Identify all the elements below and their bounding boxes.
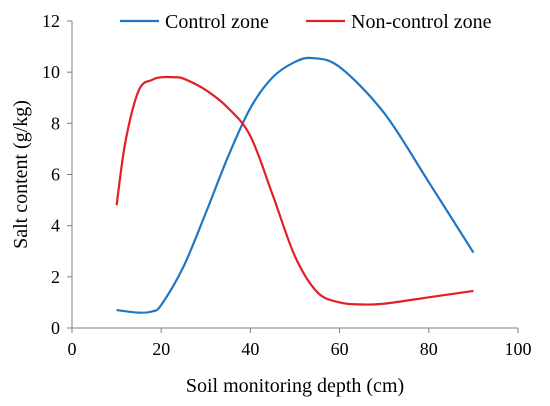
y-tick-label: 4 bbox=[51, 216, 60, 236]
y-tick-label: 2 bbox=[51, 267, 60, 287]
legend-label-non-control-zone: Non-control zone bbox=[351, 11, 492, 33]
x-tick-label: 80 bbox=[420, 339, 438, 359]
y-tick-label: 12 bbox=[42, 11, 60, 31]
y-tick-label: 10 bbox=[42, 62, 60, 82]
y-tick-label: 6 bbox=[51, 165, 60, 185]
y-tick-label: 0 bbox=[51, 318, 60, 338]
x-tick-label: 40 bbox=[241, 339, 259, 359]
legend: Control zone Non-control zone bbox=[120, 11, 492, 33]
y-axis-title: Salt content (g/kg) bbox=[10, 100, 32, 249]
axes bbox=[71, 21, 518, 329]
series-line-control-zone bbox=[116, 56, 475, 314]
series-group bbox=[115, 56, 475, 314]
x-axis-title: Soil monitoring depth (cm) bbox=[186, 375, 404, 397]
y-tick-label: 8 bbox=[51, 113, 60, 133]
x-tick-label: 0 bbox=[68, 339, 77, 359]
x-tick-label: 20 bbox=[152, 339, 170, 359]
series-line-non-control-zone bbox=[115, 75, 474, 306]
ticks: 0 20 40 60 80 100 0 2 4 6 8 10 12 bbox=[42, 11, 532, 359]
legend-label-control-zone: Control zone bbox=[165, 11, 269, 33]
x-tick-label: 100 bbox=[505, 339, 532, 359]
x-tick-label: 60 bbox=[331, 339, 349, 359]
